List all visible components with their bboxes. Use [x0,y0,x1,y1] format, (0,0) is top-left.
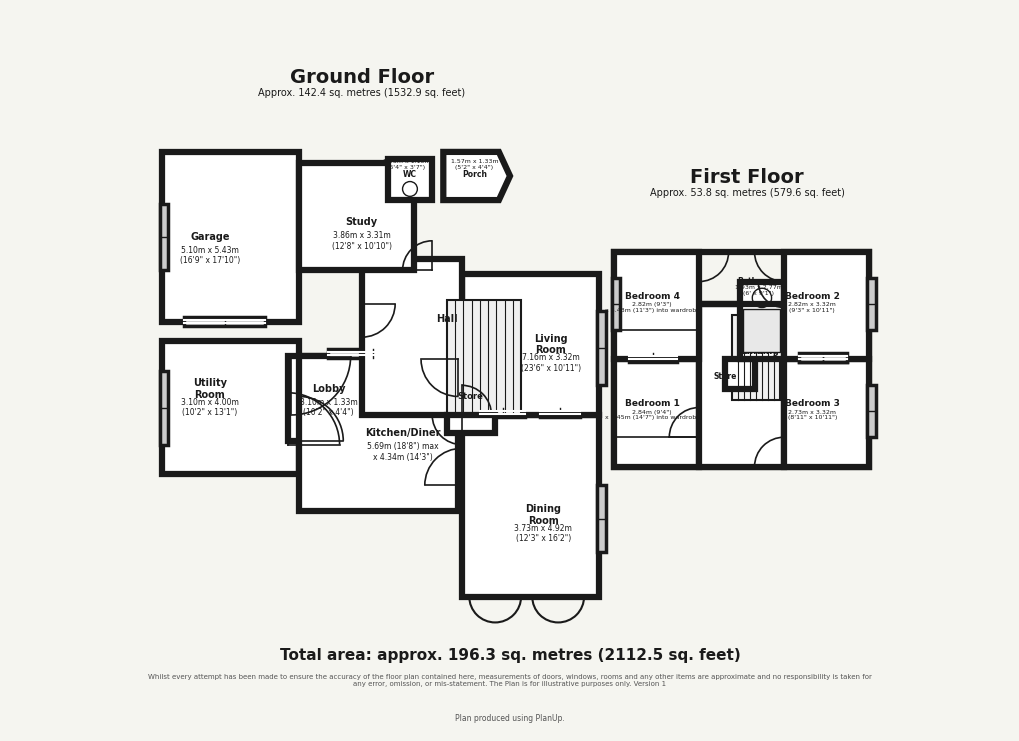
Bar [613,252,698,359]
Bar [611,278,620,330]
Bar [866,385,875,437]
Text: Landing: Landing [738,348,779,356]
Bar [299,163,414,270]
Text: Kitchen/Diner: Kitchen/Diner [365,428,440,439]
Text: 2.84m (9'4")
x 4.45m (14'7") into wardrobe: 2.84m (9'4") x 4.45m (14'7") into wardro… [604,410,699,420]
Text: Bedroom 4: Bedroom 4 [625,292,679,301]
Bar [539,408,580,417]
Bar [866,278,875,330]
Bar [387,159,432,200]
Text: Bathroom: Bathroom [737,277,780,286]
Text: Bedroom 1: Bedroom 1 [625,399,679,408]
Bar [299,356,458,511]
Text: First Floor: First Floor [690,168,803,187]
Text: 5.10m x 5.43m
(16'9" x 17'10"): 5.10m x 5.43m (16'9" x 17'10") [179,246,239,265]
Polygon shape [443,152,510,200]
Bar [287,356,362,441]
Bar [613,252,868,467]
Bar [480,408,525,417]
Text: 7.16m x 3.32m
(23'6" x 10'11"): 7.16m x 3.32m (23'6" x 10'11") [520,353,580,373]
Text: Utility
Room: Utility Room [193,378,226,400]
Bar [446,300,521,415]
Text: Living
Room: Living Room [533,333,567,356]
Text: 5.69m (18'8") max
x 4.34m (14'3"): 5.69m (18'8") max x 4.34m (14'3") [367,442,438,462]
Bar [446,415,494,433]
Bar [739,282,784,359]
Text: 3.73m x 4.92m
(12'3" x 16'2"): 3.73m x 4.92m (12'3" x 16'2") [514,524,572,543]
Text: Approx. 142.4 sq. metres (1532.9 sq. feet): Approx. 142.4 sq. metres (1532.9 sq. fee… [258,87,465,98]
Text: Lobby: Lobby [312,384,344,394]
Bar [798,353,847,362]
Bar [613,359,698,467]
Bar [732,315,780,400]
Text: Porch: Porch [462,170,486,179]
Bar [628,353,676,362]
Text: Total area: approx. 196.3 sq. metres (2112.5 sq. feet): Total area: approx. 196.3 sq. metres (21… [279,648,740,663]
Bar [798,353,847,362]
Text: 2.73m x 3.32m
(8'11" x 10'11"): 2.73m x 3.32m (8'11" x 10'11") [787,410,837,420]
Text: Plan produced using PlanUp.: Plan produced using PlanUp. [454,714,565,723]
Bar [698,304,784,467]
Bar [328,349,417,358]
Text: 2.82m (9'3")
x 3.43m (11'3") into wardrobe: 2.82m (9'3") x 3.43m (11'3") into wardro… [604,302,699,313]
Bar [784,359,868,467]
Text: 1.57m x 1.33m
(5'2" x 4'4"): 1.57m x 1.33m (5'2" x 4'4") [450,159,497,170]
Text: Store: Store [458,392,483,401]
Text: Study: Study [345,217,377,227]
Bar [162,152,299,322]
Text: 1.93m x 2.77m
(6' x 9'1"): 1.93m x 2.77m (6' x 9'1") [735,285,783,296]
Bar [159,370,168,445]
Text: WC: WC [403,170,417,179]
Bar [743,309,780,352]
Bar [162,341,299,474]
Text: 3.86m x 3.31m
(12'8" x 10'10"): 3.86m x 3.31m (12'8" x 10'10") [331,231,391,250]
Text: Bedroom 2: Bedroom 2 [785,292,839,301]
Text: Ground Floor: Ground Floor [289,68,433,87]
Bar [596,485,605,552]
Text: Store: Store [712,372,736,381]
Text: 3.10m x 4.00m
(10'2" x 13'1"): 3.10m x 4.00m (10'2" x 13'1") [180,398,238,417]
Text: 3.10m x 1.33m
(10'2" x 4'4"): 3.10m x 1.33m (10'2" x 4'4") [300,398,357,417]
Bar [725,359,754,389]
Bar [596,311,605,385]
Text: 2.82m x 3.32m
(9'3" x 10'11"): 2.82m x 3.32m (9'3" x 10'11") [788,302,836,313]
Text: Bedroom 3: Bedroom 3 [785,399,839,408]
Text: Whilst every attempt has been made to ensure the accuracy of the floor plan cont: Whilst every attempt has been made to en… [148,674,871,687]
Text: Approx. 53.8 sq. metres (579.6 sq. feet): Approx. 53.8 sq. metres (579.6 sq. feet) [649,187,844,198]
Text: Dining
Room: Dining Room [525,504,560,526]
Bar [784,252,868,359]
Text: Hall: Hall [436,313,458,324]
Bar [362,259,462,415]
Text: 1.93m x 1.10m
(6'4" x 3'7"): 1.93m x 1.10m (6'4" x 3'7") [382,159,430,170]
Bar [462,415,598,597]
Bar [159,204,168,270]
Text: Garage: Garage [190,232,229,242]
Bar [183,317,265,326]
Bar [462,274,598,415]
